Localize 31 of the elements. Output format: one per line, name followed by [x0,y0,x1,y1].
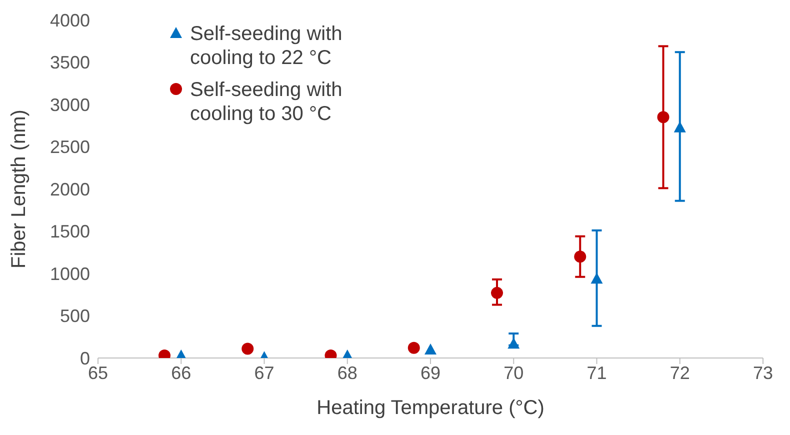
x-tick-label: 69 [420,362,441,383]
point [657,111,670,124]
point [574,250,586,263]
y-tick-label: 3500 [50,52,90,73]
point [424,344,436,355]
x-tick-label: 67 [254,362,274,383]
y-tick-label: 2500 [50,137,90,158]
y-tick-label: 1500 [50,222,90,242]
y-axis-title: Fiber Length (nm) [8,110,30,268]
x-tick-label: 68 [337,362,358,383]
x-tick-label: 73 [752,362,774,383]
point [674,121,686,132]
point [590,272,603,284]
point [491,286,503,299]
x-tick-label: 72 [670,362,690,383]
y-tick-label: 0 [80,348,90,368]
x-tick-label: 70 [504,362,524,383]
x-tick-label: 65 [88,362,108,383]
y-tick-label: 4000 [50,10,90,30]
x-tick-label: 71 [586,362,607,383]
legend-label: Self-seeding with cooling to 22 °C [190,22,344,70]
x-axis-title: Heating Temperature (°C) [316,397,544,419]
point [408,342,420,354]
y-tick-label: 1000 [50,264,90,284]
x-tick-label: 66 [171,362,192,383]
y-tick-label: 2000 [50,179,90,200]
legend-label: Self-seeding with cooling to 30 °C [190,78,344,126]
point [508,338,520,349]
point [242,342,254,355]
y-tick-label: 500 [60,306,90,326]
y-tick-label: 3000 [50,94,90,115]
